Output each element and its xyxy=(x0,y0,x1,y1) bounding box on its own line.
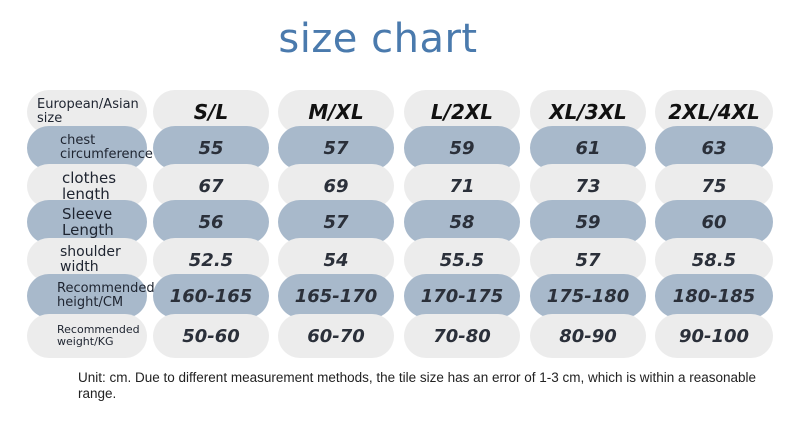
value-cell: 60 xyxy=(655,200,773,244)
measurement-value: 58.5 xyxy=(691,249,737,271)
measurement-value: 71 xyxy=(449,175,475,197)
header-label: European/Asian size xyxy=(37,97,139,126)
measurement-value: 69 xyxy=(323,175,349,197)
measurement-value: 57 xyxy=(323,137,349,159)
page-title: size chart xyxy=(278,16,478,62)
measurement-value: 56 xyxy=(198,211,224,233)
row-label-cell: chest circumference xyxy=(27,126,153,170)
measurement-value: 75 xyxy=(701,175,727,197)
row-label-cell: Recommended weight/KG xyxy=(27,314,147,358)
measurement-value: 60 xyxy=(701,211,727,233)
value-cell: 70-80 xyxy=(404,314,520,358)
measurement-value: 70-80 xyxy=(433,325,491,347)
value-cell: 60-70 xyxy=(278,314,394,358)
value-cell: 61 xyxy=(530,126,646,170)
value-cell: 170-175 xyxy=(404,274,520,318)
measurement-value: 57 xyxy=(323,211,349,233)
measurement-value: 170-175 xyxy=(420,285,504,307)
row-label: clothes length xyxy=(62,169,117,203)
measurement-value: 52.5 xyxy=(188,249,234,271)
size-header: XL/3XL xyxy=(549,100,627,124)
measurement-value: 50-60 xyxy=(182,325,240,347)
measurement-value: 57 xyxy=(575,249,601,271)
measurement-value: 59 xyxy=(449,137,475,159)
value-cell: 59 xyxy=(404,126,520,170)
measurement-value: 55.5 xyxy=(439,249,485,271)
row-label: Recommended height/CM xyxy=(57,281,155,310)
row-label: Recommended weight/KG xyxy=(57,323,140,348)
measurement-value: 63 xyxy=(701,137,727,159)
size-header: M/XL xyxy=(308,100,364,124)
size-header: S/L xyxy=(193,100,229,124)
measurement-value: 60-70 xyxy=(307,325,365,347)
value-cell: 58 xyxy=(404,200,520,244)
row-label: chest circumference xyxy=(60,133,153,162)
value-cell: 50-60 xyxy=(153,314,269,358)
row-label: Sleeve Length xyxy=(62,205,114,239)
measurement-value: 61 xyxy=(575,137,601,159)
value-cell: 57 xyxy=(278,126,394,170)
value-cell: 180-185 xyxy=(655,274,773,318)
size-header: L/2XL xyxy=(430,100,494,124)
row-label-cell: Recommended height/CM xyxy=(27,274,155,318)
value-cell: 59 xyxy=(530,200,646,244)
row-label-cell: Sleeve Length xyxy=(27,200,147,244)
measurement-value: 55 xyxy=(198,137,224,159)
value-cell: 56 xyxy=(153,200,269,244)
value-cell: 160-165 xyxy=(153,274,269,318)
value-cell: 57 xyxy=(278,200,394,244)
value-cell: 63 xyxy=(655,126,773,170)
measurement-value: 175-180 xyxy=(546,285,630,307)
measurement-value: 90-100 xyxy=(678,325,750,347)
measurement-value: 54 xyxy=(323,249,349,271)
measurement-value: 58 xyxy=(449,211,475,233)
measurement-value: 180-185 xyxy=(672,285,756,307)
value-cell: 55 xyxy=(153,126,269,170)
measurement-value: 67 xyxy=(198,175,224,197)
measurement-value: 160-165 xyxy=(169,285,253,307)
measurement-value: 59 xyxy=(575,211,601,233)
measurement-value: 80-90 xyxy=(559,325,617,347)
measurement-value: 165-170 xyxy=(294,285,378,307)
value-cell: 165-170 xyxy=(278,274,394,318)
value-cell: 80-90 xyxy=(530,314,646,358)
measurement-value: 73 xyxy=(575,175,601,197)
measurement-note: Unit: cm. Due to different measurement m… xyxy=(78,370,757,401)
value-cell: 90-100 xyxy=(655,314,773,358)
row-label: shoulder width xyxy=(60,244,121,275)
size-header: 2XL/4XL xyxy=(668,100,760,124)
value-cell: 175-180 xyxy=(530,274,646,318)
